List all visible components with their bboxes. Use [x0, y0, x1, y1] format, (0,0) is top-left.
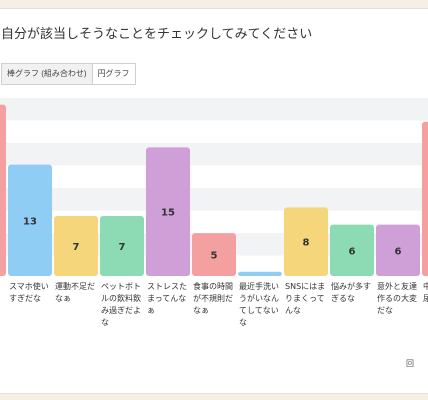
- x-tick-label: 中: [423, 281, 428, 291]
- bar[interactable]: [54, 216, 98, 276]
- x-tick-label: ぎるな: [331, 293, 355, 303]
- x-tick-label: なぁ: [193, 306, 209, 315]
- grid-band: [0, 98, 428, 121]
- x-tick-label: ぁ: [147, 306, 155, 315]
- grid-band: [0, 143, 428, 166]
- x-tick-label: 作るの大変: [377, 293, 417, 303]
- x-tick-label: んな: [285, 306, 301, 315]
- x-tick-label: うがいなん: [239, 293, 279, 303]
- tab-bar-chart[interactable]: 棒グラフ (組み合わせ): [1, 63, 93, 85]
- bar[interactable]: [192, 233, 236, 276]
- bar[interactable]: [100, 216, 144, 276]
- data-label: 15: [161, 208, 175, 219]
- x-tick-label: 運動不足だ: [55, 282, 95, 291]
- data-label: 7: [73, 242, 80, 253]
- x-tick-label: 悩みが多す: [331, 281, 371, 291]
- x-tick-label: ストレスた: [147, 282, 187, 291]
- x-tick-label: すぎだな: [9, 293, 41, 303]
- x-tick-label: だな: [377, 306, 393, 315]
- data-label: 7: [119, 242, 126, 253]
- bar[interactable]: [376, 224, 420, 276]
- grid-band: [0, 188, 428, 211]
- x-tick-label: み過ぎだよ: [101, 305, 141, 315]
- data-label: 6: [395, 246, 402, 257]
- x-tick-label: が不規則だ: [193, 293, 233, 303]
- tab-pie-chart[interactable]: 円グラフ: [92, 63, 136, 85]
- data-label: 8: [303, 238, 310, 249]
- data-label: 5: [211, 251, 218, 262]
- data-label: 13: [23, 216, 37, 227]
- x-tick-label: ペットボト: [101, 282, 141, 291]
- chart-type-toggle: 棒グラフ (組み合わせ) 円グラフ: [1, 63, 136, 85]
- corner-label: 回: [406, 359, 414, 368]
- bar[interactable]: [330, 224, 374, 276]
- bar[interactable]: [8, 164, 52, 276]
- x-tick-label: てしてない: [239, 306, 279, 315]
- x-tick-label: りまくって: [285, 294, 325, 303]
- bar[interactable]: [146, 147, 190, 276]
- bar[interactable]: [238, 271, 282, 276]
- x-tick-label: まってんな: [147, 294, 186, 303]
- x-tick-label: ルの飲料飲: [101, 293, 141, 303]
- bar[interactable]: [284, 207, 328, 276]
- x-tick-label: な: [101, 318, 109, 327]
- x-tick-label: 尿: [423, 294, 428, 303]
- data-label: 6: [349, 246, 356, 257]
- bar[interactable]: [0, 104, 6, 276]
- x-tick-label: な: [239, 318, 247, 327]
- page-title: 自分が該当しそうなことをチェックしてみてください: [1, 27, 313, 42]
- x-tick-label: なぁ: [55, 294, 71, 303]
- x-tick-label: 意外と友達: [377, 281, 417, 291]
- x-tick-label: 最近手洗い: [239, 281, 279, 291]
- x-tick-label: 食事の時間: [193, 281, 233, 291]
- bar[interactable]: [422, 121, 428, 276]
- x-tick-label: スマホ使い: [9, 281, 49, 291]
- x-tick-label: SNSにはま: [285, 282, 325, 291]
